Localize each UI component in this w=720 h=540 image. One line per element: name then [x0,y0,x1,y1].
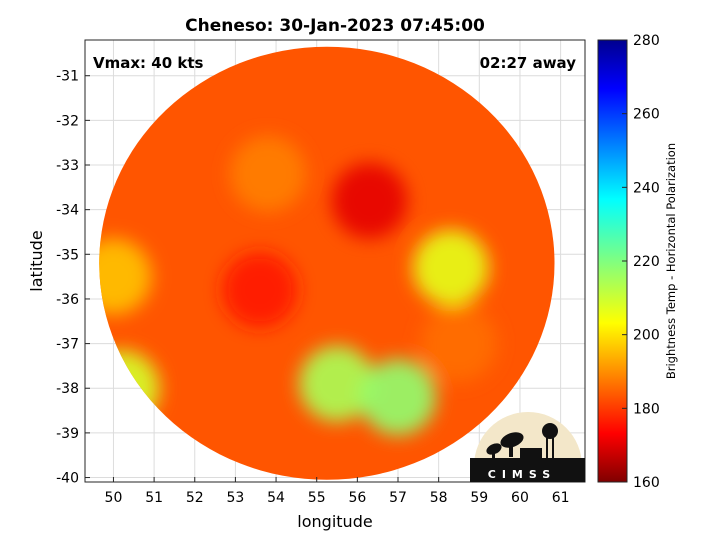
feature-cold-band-west [221,252,298,329]
x-tick-label: 52 [186,490,204,506]
colorbar-tick-label: 160 [633,475,660,491]
y-tick-label: -36 [56,292,79,308]
x-tick-label: 59 [470,490,488,506]
x-tick-label: 55 [308,490,326,506]
x-tick-label: 56 [348,490,366,506]
x-tick-label: 53 [226,490,244,506]
vmax-annotation: Vmax: 40 kts [93,54,203,72]
feature-background [420,305,497,382]
x-tick-label: 50 [105,490,123,506]
brightness-swath [99,46,555,480]
logo-text: CIMSS [488,468,556,481]
x-tick-label: 54 [267,490,285,506]
y-tick-label: -34 [56,203,79,219]
y-axis-ticks: -31 -32 -33 -34 -35 -36 -37 -38 -39 -40 [56,69,90,487]
colorbar-ticks: 160 180 200 220 240 260 280 [622,33,660,491]
colorbar-label: Brightness Temp - Horizontal Polarizatio… [664,143,678,379]
colorbar-tick-label: 240 [633,180,660,196]
x-axis-label: longitude [297,512,372,531]
y-tick-label: -37 [56,337,79,353]
x-tick-label: 57 [389,490,407,506]
y-tick-label: -39 [56,426,79,442]
colorbar-tick-label: 220 [633,254,660,270]
y-tick-label: -33 [56,158,79,174]
time-away-annotation: 02:27 away [480,54,577,72]
y-axis-label: latitude [27,230,46,291]
x-axis-ticks: 50 51 52 53 54 55 56 57 58 59 60 61 [105,477,570,506]
plot-frame [84,39,586,483]
feature-warm-edge [99,238,152,315]
x-tick-label: 51 [145,490,163,506]
y-tick-label: -32 [56,113,79,129]
feature-warm-patch [412,229,489,306]
colorbar-tick-label: 260 [633,107,660,123]
y-tick-label: -38 [56,381,79,397]
feature-lighter-band [229,135,306,212]
y-tick-label: -31 [56,69,79,85]
logo-silhouette [470,423,585,482]
colorbar-tick-label: 200 [633,328,660,344]
cimss-logo: CIMSS [470,412,585,482]
feature-warm-patch [360,359,437,436]
y-tick-label: -35 [56,247,79,263]
x-tick-label: 60 [511,490,529,506]
chart-title: Cheneso: 30-Jan-2023 07:45:00 [185,16,485,36]
feature-cold-core [331,162,408,239]
x-tick-label: 61 [552,490,570,506]
colorbar-tick-label: 180 [633,401,660,417]
feature-warm-patch [299,345,376,422]
x-tick-label: 58 [430,490,448,506]
colorbar-tick-label: 280 [633,33,660,49]
y-tick-label: -40 [56,471,79,487]
